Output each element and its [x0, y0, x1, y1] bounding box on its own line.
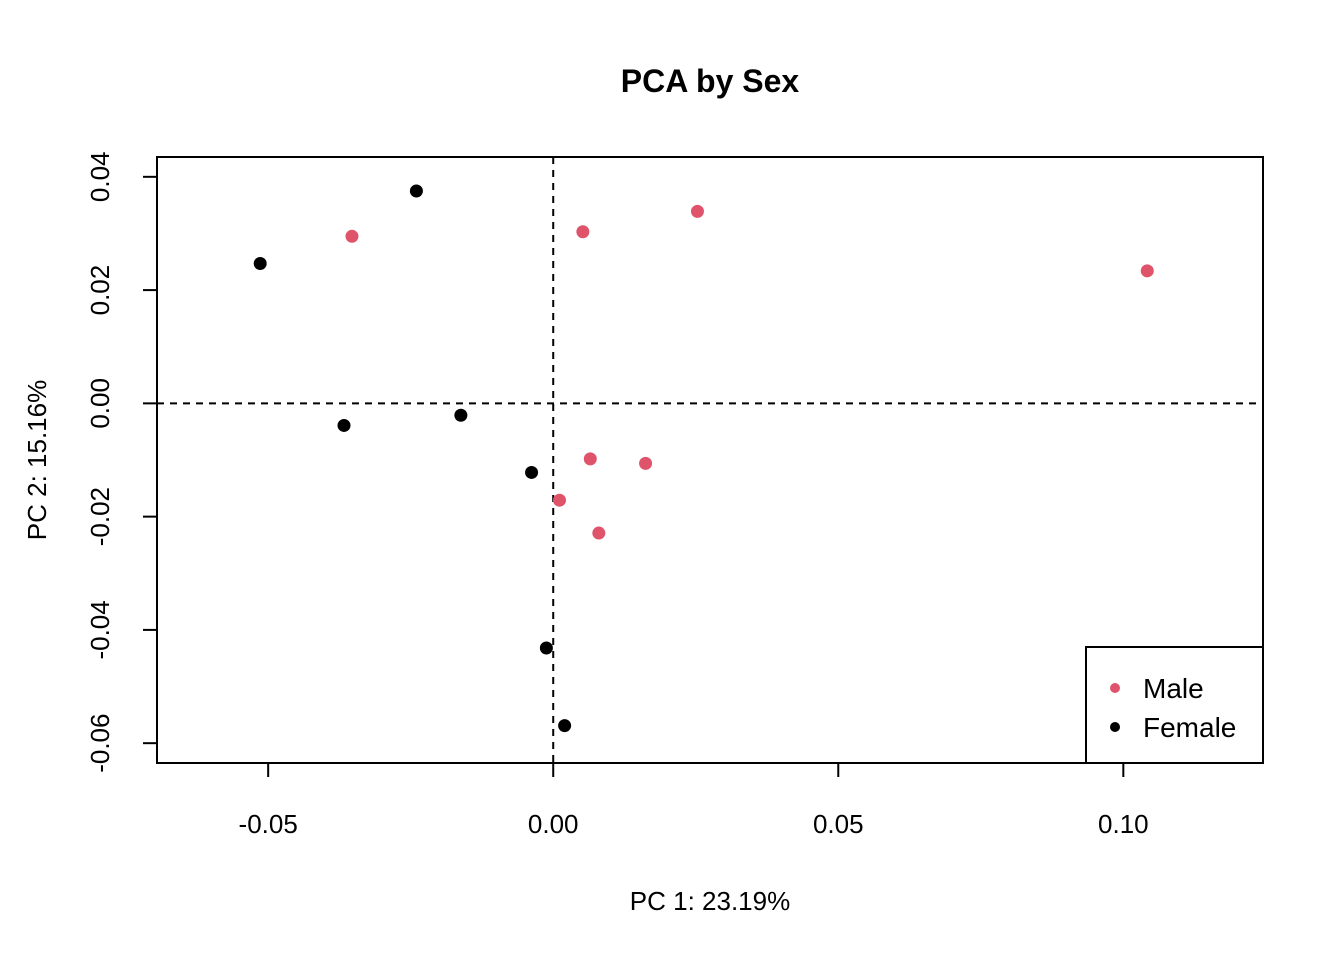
male-point [639, 456, 653, 470]
y-tick-label: 0.02 [85, 265, 115, 316]
male-point [345, 229, 359, 243]
female-point [539, 641, 553, 655]
y-tick-label: -0.06 [85, 714, 115, 773]
x-tick-label: -0.05 [239, 809, 298, 839]
female-point [454, 408, 468, 422]
female-point [337, 418, 351, 432]
male-point [592, 526, 606, 540]
x-tick-label: 0.05 [813, 809, 864, 839]
x-tick-label: 0.00 [528, 809, 579, 839]
male-point [690, 204, 704, 218]
legend-label-male: Male [1143, 673, 1204, 704]
x-axis-label: PC 1: 23.19% [630, 886, 790, 916]
y-tick-label: 0.04 [85, 152, 115, 203]
y-tick-label: 0.00 [85, 378, 115, 429]
legend-marker-male [1110, 683, 1120, 693]
male-point [1140, 264, 1154, 278]
plot-area: -0.05 0.00 0.05 0.10 -0.06 -0.04 -0.02 0.00 0.02… [85, 152, 1264, 839]
female-point [525, 465, 539, 479]
y-tick-label: -0.02 [85, 487, 115, 546]
legend-marker-female [1110, 722, 1120, 732]
female-point [558, 719, 572, 733]
male-point [552, 493, 566, 507]
legend-box [1085, 646, 1264, 764]
female-point [253, 256, 267, 270]
y-axis-label: PC 2: 15.16% [22, 380, 52, 540]
female-point [409, 184, 423, 198]
male-point [583, 452, 597, 466]
chart-title: PCA by Sex [621, 63, 800, 99]
x-tick-label: 0.10 [1098, 809, 1149, 839]
y-tick-label: -0.04 [85, 600, 115, 659]
male-point [576, 225, 590, 239]
legend-label-female: Female [1143, 712, 1236, 743]
